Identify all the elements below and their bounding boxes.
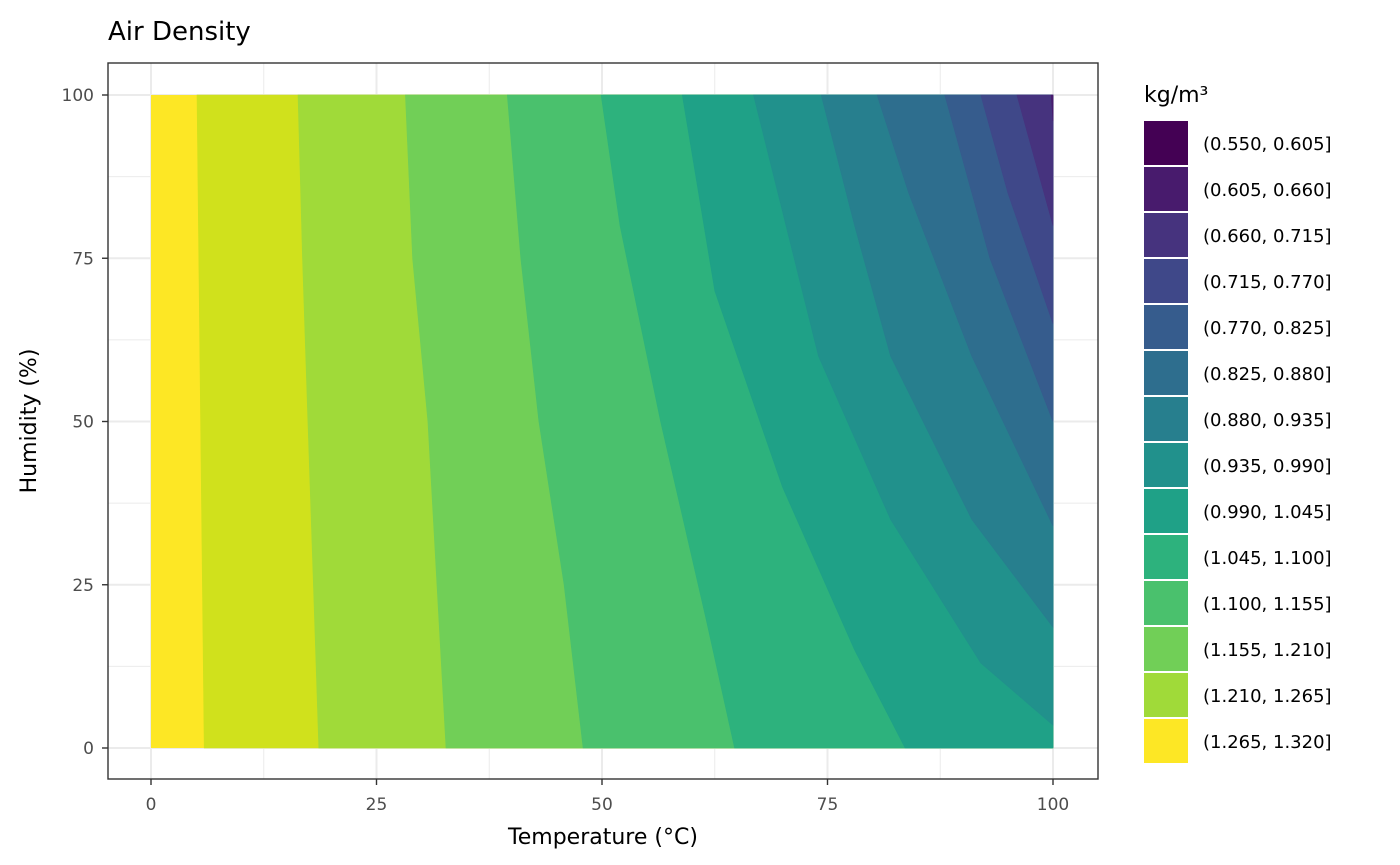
legend-title: kg/m³ <box>1144 83 1208 108</box>
legend-label: (0.550, 0.605] <box>1203 134 1332 155</box>
legend-label: (0.990, 1.045] <box>1203 502 1332 523</box>
legend-key <box>1144 259 1188 303</box>
legend-label: (1.210, 1.265] <box>1203 686 1332 707</box>
legend-key <box>1144 673 1188 717</box>
x-axis-title: Temperature (°C) <box>507 825 698 850</box>
legend-key <box>1144 581 1188 625</box>
legend-key <box>1144 627 1188 671</box>
legend-label: (0.825, 0.880] <box>1203 364 1332 385</box>
legend-key <box>1144 397 1188 441</box>
legend-key <box>1144 535 1188 579</box>
legend-label: (0.880, 0.935] <box>1203 410 1332 431</box>
legend-label: (1.100, 1.155] <box>1203 594 1332 615</box>
legend-key <box>1144 167 1188 211</box>
legend-key <box>1144 489 1188 533</box>
x-axis-ticks: 0 25 50 75 100 <box>146 779 1069 815</box>
chart-title: Air Density <box>108 17 251 47</box>
y-tick-label: 25 <box>72 576 94 596</box>
contour-band-0.605 <box>1050 94 1054 122</box>
x-tick-label: 50 <box>591 795 613 815</box>
legend-label: (0.715, 0.770] <box>1203 272 1332 293</box>
contour-fills <box>151 94 1054 749</box>
x-tick-label: 100 <box>1037 795 1069 815</box>
y-tick-label: 75 <box>72 249 94 269</box>
legend-key <box>1144 213 1188 257</box>
legend-label: (1.155, 1.210] <box>1203 640 1332 661</box>
legend-key <box>1144 719 1188 763</box>
legend-key <box>1144 121 1188 165</box>
legend-key <box>1144 443 1188 487</box>
legend-label: (1.265, 1.320] <box>1203 732 1332 753</box>
legend: (0.550, 0.605] (0.605, 0.660] (0.660, 0.71… <box>1144 121 1332 763</box>
x-tick-label: 0 <box>146 795 157 815</box>
legend-key <box>1144 305 1188 349</box>
contour-band-0.66 <box>1016 94 1054 226</box>
y-axis-ticks: 0 25 50 75 100 <box>62 86 108 759</box>
y-tick-label: 0 <box>83 739 94 759</box>
x-tick-label: 25 <box>366 795 388 815</box>
legend-label: (0.935, 0.990] <box>1203 456 1332 477</box>
legend-label: (0.660, 0.715] <box>1203 226 1332 247</box>
y-tick-label: 100 <box>62 86 94 106</box>
legend-label: (0.770, 0.825] <box>1203 318 1332 339</box>
legend-label: (0.605, 0.660] <box>1203 180 1332 201</box>
y-axis-title: Humidity (%) <box>17 349 42 494</box>
legend-key <box>1144 351 1188 395</box>
x-tick-label: 75 <box>817 795 839 815</box>
y-tick-label: 50 <box>72 413 94 433</box>
legend-label: (1.045, 1.100] <box>1203 548 1332 569</box>
